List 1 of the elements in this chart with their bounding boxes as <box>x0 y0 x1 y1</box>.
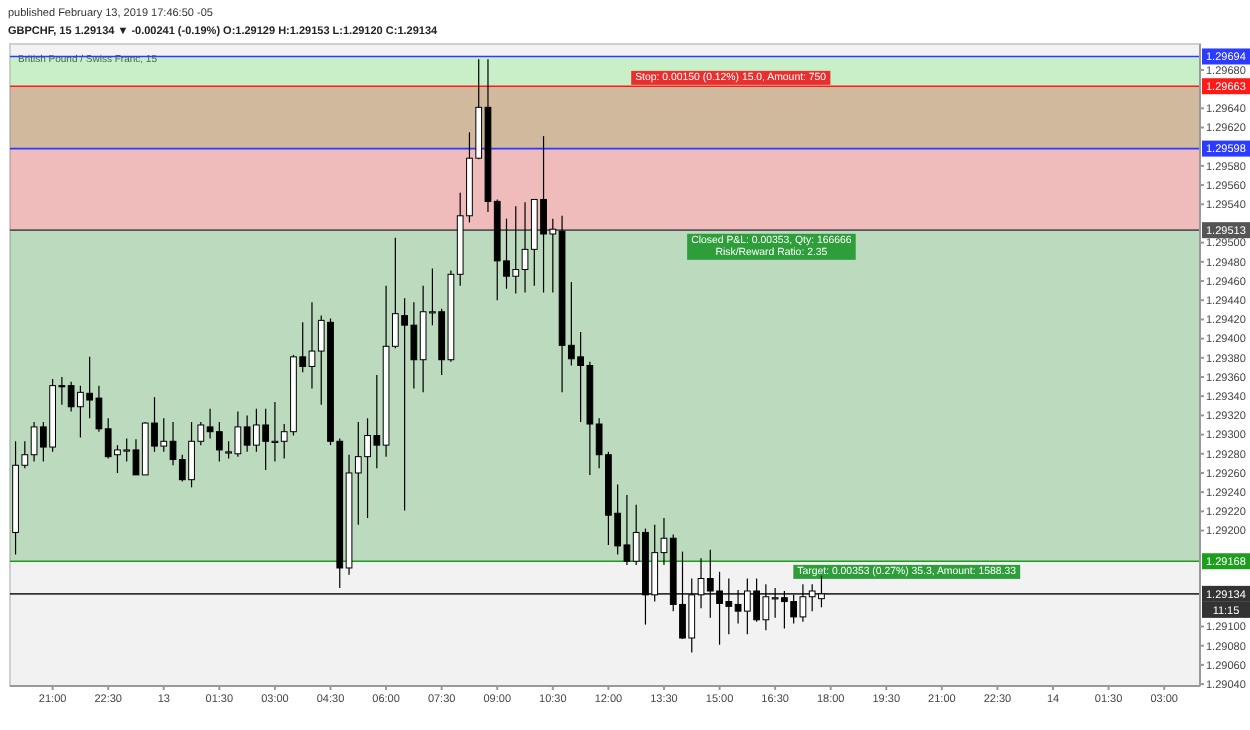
candlestick <box>215 421 223 463</box>
